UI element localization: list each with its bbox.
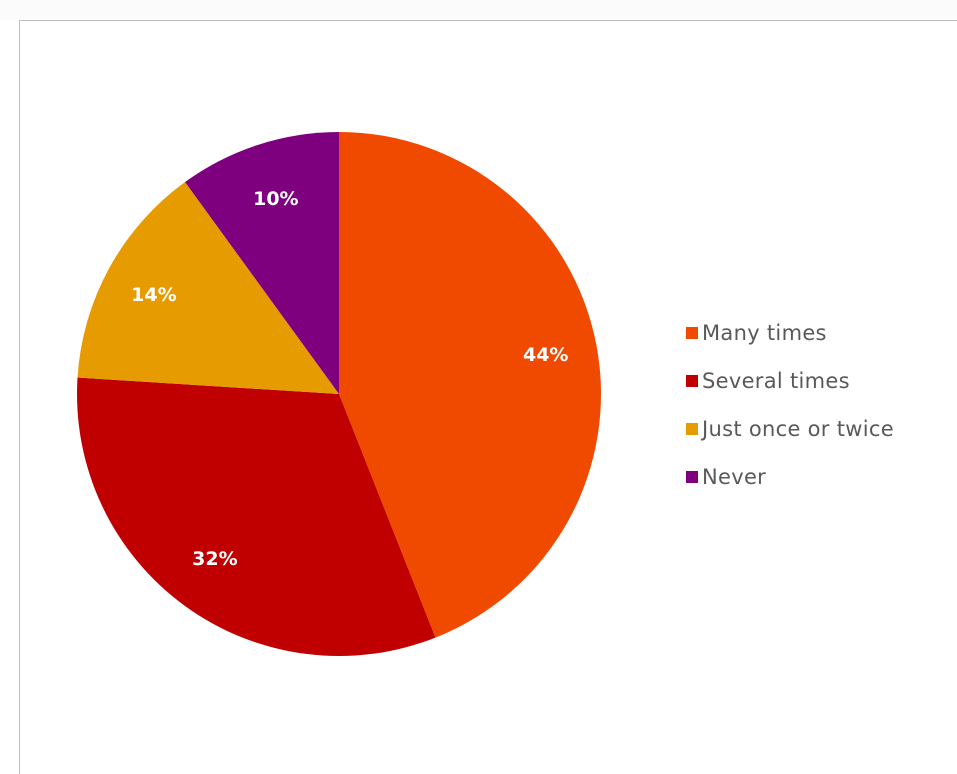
data-label-just-once-or-twice: 14% [131,284,176,306]
legend-swatch [686,327,698,339]
legend-swatch [686,375,698,387]
legend-item-never: Never [686,453,894,501]
pie-slice-never [185,132,339,394]
chart-legend: Many times Several times Just once or twic… [686,309,894,501]
data-label-several-times: 32% [192,548,237,570]
legend-item-just-once-or-twice: Just once or twice [686,405,894,453]
page-top-band [0,0,957,20]
pie-slice-just-once-or-twice [77,182,339,394]
legend-swatch [686,471,698,483]
legend-label: Just once or twice [702,417,894,441]
legend-item-many-times: Many times [686,309,894,357]
pie-slice-many-times [339,132,601,638]
legend-swatch [686,423,698,435]
legend-label: Never [702,465,767,489]
data-label-never: 10% [253,188,298,210]
pie-slice-several-times [76,377,436,656]
data-label-many-times: 44% [523,344,568,366]
legend-label: Several times [702,369,850,393]
legend-label: Many times [702,321,827,345]
legend-item-several-times: Several times [686,357,894,405]
